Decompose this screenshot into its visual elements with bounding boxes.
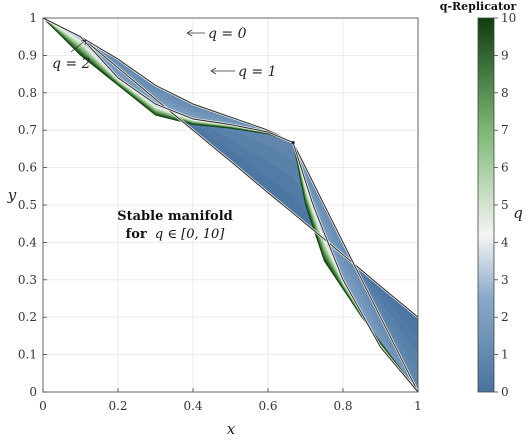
curve-label-q2-arrowhead (80, 39, 87, 46)
colorbar-title: q-Replicator (440, 0, 517, 13)
y-tick-label: 1 (29, 11, 37, 25)
colorbar-tick-label: 10 (501, 11, 516, 25)
annotation-line-2: for q ∈ [0, 10] (126, 227, 226, 242)
annotation-line-2-prefix: for (126, 227, 147, 242)
plot-area (42, 17, 419, 393)
y-tick-label: 0.2 (18, 310, 37, 324)
q-curve (43, 18, 418, 392)
annotation-line-1: Stable manifold (117, 209, 233, 224)
colorbar-label: q (513, 204, 523, 222)
curve-labels: q = 0 q = 1 q = 2 (52, 26, 277, 80)
x-axis-label: x (227, 420, 236, 438)
x-tick-label: 0.6 (258, 399, 277, 413)
manifold-band (43, 18, 418, 392)
curve-label-q2: q = 2 (52, 56, 91, 72)
x-tick-label: 0 (39, 399, 47, 413)
colorbar-tick-label: 1 (501, 348, 509, 362)
curve-label-q1-arrowhead (210, 67, 217, 75)
colorbar-tick-label: 7 (501, 123, 509, 137)
curve-label-q2-arrow (70, 39, 87, 53)
y-tick-label: 0.8 (18, 86, 37, 100)
y-tick-label: 0.5 (18, 198, 37, 212)
curve-label-q0-arrowhead (186, 29, 193, 37)
colorbar: q-Replicator 0 1 2 3 4 5 6 7 8 9 10 q (440, 0, 523, 399)
y-axis-label: y (7, 186, 17, 204)
colorbar-tick-label: 6 (501, 161, 509, 175)
colorbar-gradient (477, 17, 495, 393)
x-tick-label: 0.8 (333, 399, 352, 413)
colorbar-ticks: 0 1 2 3 4 5 6 7 8 9 10 (494, 11, 516, 399)
colorbar-tick-label: 5 (501, 198, 509, 212)
y-tick-label: 0.4 (18, 235, 37, 249)
colorbar-tick-label: 3 (501, 273, 509, 287)
y-tick-label: 0.7 (18, 123, 37, 137)
equilibrium-point (291, 140, 295, 145)
y-tick-label: 0.3 (18, 273, 37, 287)
colorbar-tick-label: 9 (501, 48, 509, 62)
annotation: Stable manifold for q ∈ [0, 10] (117, 209, 233, 242)
q-curve (43, 18, 418, 392)
curve-label-q1: q = 1 (238, 64, 277, 80)
colorbar-tick-label: 2 (501, 310, 509, 324)
x-tick-label: 1 (414, 399, 422, 413)
y-tick-label: 0.9 (18, 48, 37, 62)
y-ticks: 0 0.1 0.2 0.3 0.4 0.5 0.6 0.7 0.8 0.9 1 (18, 11, 47, 399)
x-ticks: 0 0.2 0.4 0.6 0.8 1 (39, 388, 422, 413)
curve-label-q0: q = 0 (208, 26, 247, 42)
colorbar-tick-label: 8 (501, 86, 509, 100)
colorbar-tick-label: 4 (501, 235, 509, 249)
x-tick-label: 0.4 (183, 399, 202, 413)
y-tick-label: 0.1 (18, 348, 37, 362)
x-tick-label: 0.2 (108, 399, 127, 413)
y-tick-label: 0.6 (18, 161, 37, 175)
y-tick-label: 0 (29, 385, 37, 399)
annotation-line-2-math: q ∈ [0, 10] (155, 227, 225, 242)
colorbar-tick-label: 0 (501, 385, 509, 399)
q-curves (43, 18, 418, 392)
